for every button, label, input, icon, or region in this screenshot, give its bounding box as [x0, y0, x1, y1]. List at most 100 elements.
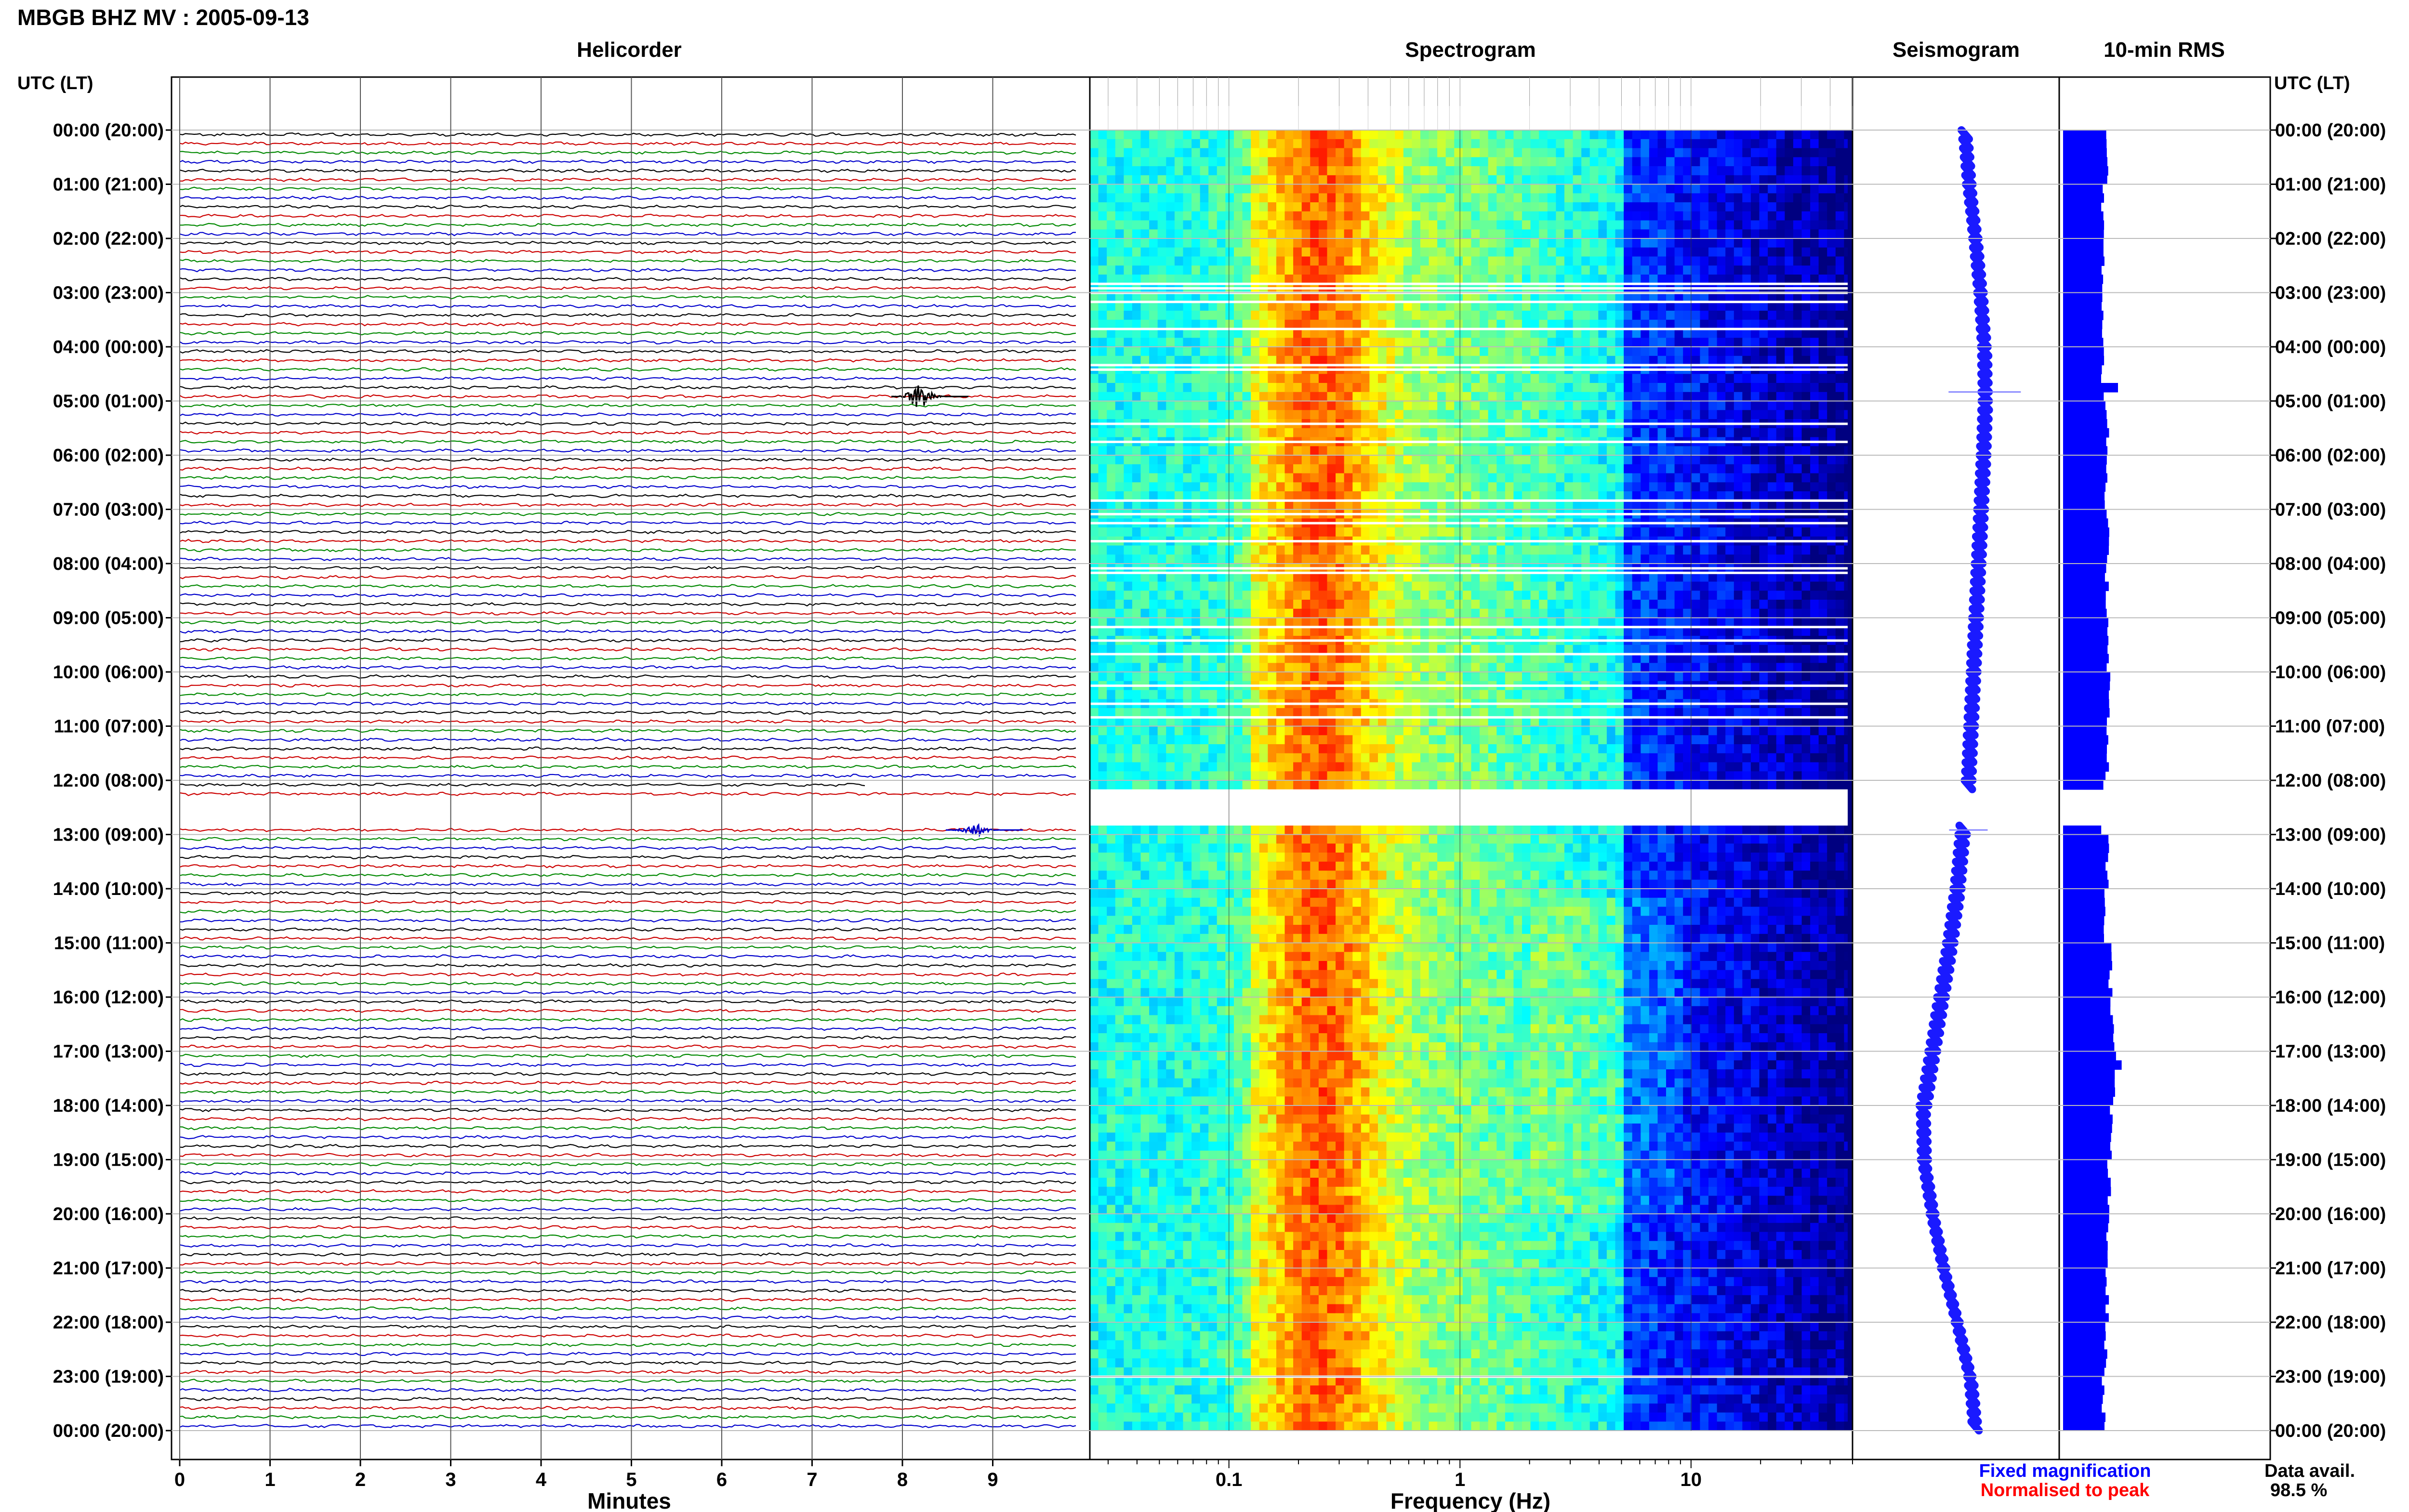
spectrogram-cell — [1785, 302, 1794, 311]
spectrogram-cell — [1132, 229, 1141, 239]
spectrogram-cell — [1344, 338, 1353, 347]
spectrogram-cell — [1166, 157, 1175, 167]
spectrogram-cell — [1462, 491, 1472, 501]
spectrogram-cell — [1759, 401, 1768, 410]
spectrogram-cell — [1462, 392, 1472, 402]
spectrogram-cell — [1750, 302, 1760, 311]
spectrogram-cell — [1132, 591, 1141, 600]
spectrogram-cell — [1352, 247, 1362, 257]
spectrogram-cell — [1556, 338, 1565, 347]
spectrogram-cell — [1589, 238, 1599, 248]
spectrogram-cell — [1539, 464, 1548, 474]
spectrogram-cell — [1107, 591, 1116, 600]
spectrogram-cell — [1191, 338, 1201, 347]
spectrogram-cell — [1530, 238, 1539, 248]
spectrogram-cell — [1522, 302, 1531, 311]
spectrogram-cell — [1140, 392, 1150, 402]
spectrogram-cell — [1429, 428, 1438, 438]
spectrogram-cell — [1505, 193, 1514, 203]
spectrogram-cell — [1725, 401, 1734, 410]
spectrogram-cell — [1666, 482, 1675, 492]
spectrogram-cell — [1412, 491, 1421, 501]
spectrogram-cell — [1539, 148, 1548, 158]
spectrogram-cell — [1429, 292, 1438, 302]
spectrogram-cell — [1293, 175, 1302, 185]
spectrogram-cell — [1581, 229, 1590, 239]
spectrogram-cell — [1259, 500, 1268, 510]
spectrogram-cell — [1801, 302, 1811, 311]
spectrogram-cell — [1649, 292, 1658, 302]
spectrogram-cell — [1462, 600, 1472, 609]
spectrogram-cell — [1361, 455, 1370, 465]
spectrogram-cell — [1429, 175, 1438, 185]
spectrogram-cell — [1293, 184, 1302, 194]
spectrogram-cell — [1437, 581, 1446, 591]
helicorder-trace — [179, 466, 1076, 471]
spectrogram-cell — [1191, 491, 1201, 501]
spectrogram-cell — [1513, 157, 1522, 167]
spectrogram-cell — [1327, 608, 1336, 618]
spectrogram-cell — [1598, 329, 1607, 338]
helicorder-trace — [179, 385, 1076, 390]
spectrogram-cell — [1598, 581, 1607, 591]
spectrogram-cell — [1242, 130, 1251, 140]
spectrogram-cell — [1293, 392, 1302, 402]
spectrogram-cell — [1445, 455, 1455, 465]
spectrogram-cell — [1124, 311, 1133, 320]
helicorder-trace — [179, 1369, 1076, 1374]
spectrogram-cell — [1344, 347, 1353, 356]
spectrogram-cell — [1462, 383, 1472, 393]
spectrogram-cell — [1480, 464, 1489, 474]
spectrogram-cell — [1242, 229, 1251, 239]
spectrogram-cell — [1276, 157, 1285, 167]
spectrogram-cell — [1090, 410, 1099, 420]
spectrogram-cell — [1827, 554, 1836, 564]
spectrogram-cell — [1513, 130, 1522, 140]
spectrogram-cell — [1327, 247, 1336, 257]
spectrogram-cell — [1445, 256, 1455, 266]
spectrogram-cell — [1496, 139, 1506, 149]
spectrogram-cell — [1581, 319, 1590, 329]
spectrogram-cell — [1107, 374, 1116, 383]
spectrogram-cell — [1573, 347, 1582, 356]
spectrogram-cell — [1208, 265, 1218, 275]
spectrogram-cell — [1539, 600, 1548, 609]
spectrogram-cell — [1708, 482, 1718, 492]
spectrogram-cell — [1496, 130, 1506, 140]
spectrogram-cell — [1564, 581, 1574, 591]
spectrogram-cell — [1835, 554, 1844, 564]
spectrogram-cell — [1700, 455, 1709, 465]
spectrogram-cell — [1827, 527, 1836, 537]
spectrogram-cell — [1149, 256, 1158, 266]
helicorder-trace — [179, 656, 1076, 661]
spectrogram-cell — [1327, 428, 1336, 438]
spectrogram-cell — [1445, 355, 1455, 366]
spectrogram-cell — [1573, 329, 1582, 338]
spectrogram-cell — [1183, 545, 1192, 555]
spectrogram-cell — [1606, 591, 1616, 600]
spectrogram-cell — [1259, 455, 1268, 465]
spectrogram-cell — [1674, 302, 1683, 311]
spectrogram-cell — [1734, 247, 1743, 257]
spectrogram-cell — [1522, 500, 1531, 510]
spectrogram-cell — [1234, 455, 1243, 465]
spectrogram-cell — [1480, 545, 1489, 555]
spectrogram-cell — [1403, 202, 1412, 212]
spectrogram-cell — [1759, 410, 1768, 420]
spectrogram-cell — [1641, 482, 1650, 492]
spectrogram-cell — [1183, 428, 1192, 438]
spectrogram-cell — [1115, 491, 1124, 501]
spectrogram-cell — [1386, 302, 1395, 311]
spectrogram-cell — [1759, 247, 1768, 257]
spectrogram-cell — [1132, 374, 1141, 383]
spectrogram-cell — [1225, 329, 1234, 338]
spectrogram-cell — [1327, 302, 1336, 311]
spectrogram-cell — [1462, 238, 1472, 248]
spectrogram-cell — [1547, 220, 1556, 230]
spectrogram-cell — [1573, 319, 1582, 329]
spectrogram-cell — [1140, 175, 1150, 185]
spectrogram-cell — [1327, 581, 1336, 591]
spectrogram-cell — [1115, 202, 1124, 212]
spectrogram-cell — [1666, 166, 1675, 176]
spectrogram-cell — [1420, 220, 1430, 230]
